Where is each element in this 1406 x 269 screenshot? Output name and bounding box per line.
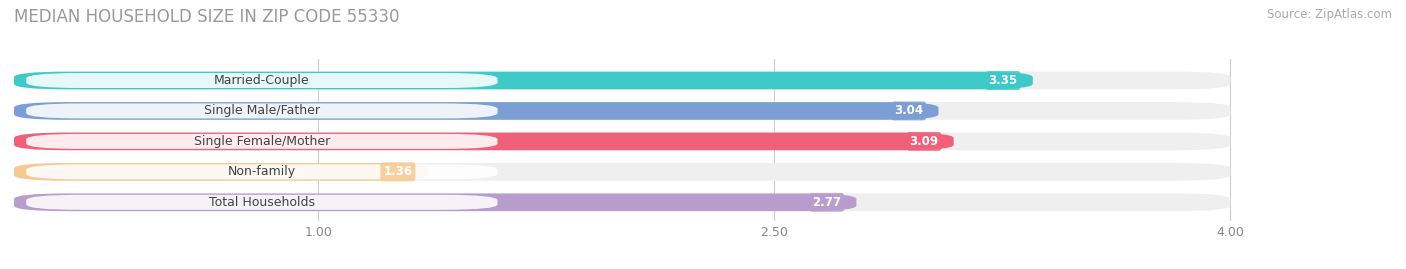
Text: 2.77: 2.77 (813, 196, 841, 209)
FancyBboxPatch shape (27, 104, 498, 118)
FancyBboxPatch shape (14, 102, 1230, 120)
Text: 1.36: 1.36 (384, 165, 412, 178)
Text: 3.09: 3.09 (910, 135, 938, 148)
Text: Married-Couple: Married-Couple (214, 74, 309, 87)
FancyBboxPatch shape (14, 193, 856, 211)
FancyBboxPatch shape (14, 72, 1033, 89)
FancyBboxPatch shape (14, 133, 1230, 150)
FancyBboxPatch shape (14, 163, 427, 181)
FancyBboxPatch shape (14, 102, 938, 120)
Text: Non-family: Non-family (228, 165, 295, 178)
Text: Source: ZipAtlas.com: Source: ZipAtlas.com (1267, 8, 1392, 21)
FancyBboxPatch shape (27, 134, 498, 149)
FancyBboxPatch shape (14, 133, 953, 150)
Text: Single Female/Mother: Single Female/Mother (194, 135, 330, 148)
FancyBboxPatch shape (14, 193, 1230, 211)
FancyBboxPatch shape (27, 164, 498, 179)
Text: Total Households: Total Households (209, 196, 315, 209)
Text: Single Male/Father: Single Male/Father (204, 104, 321, 118)
Text: MEDIAN HOUSEHOLD SIZE IN ZIP CODE 55330: MEDIAN HOUSEHOLD SIZE IN ZIP CODE 55330 (14, 8, 399, 26)
FancyBboxPatch shape (14, 163, 1230, 181)
Text: 3.04: 3.04 (894, 104, 924, 118)
Text: 3.35: 3.35 (988, 74, 1018, 87)
FancyBboxPatch shape (27, 195, 498, 210)
FancyBboxPatch shape (27, 73, 498, 88)
FancyBboxPatch shape (14, 72, 1230, 89)
